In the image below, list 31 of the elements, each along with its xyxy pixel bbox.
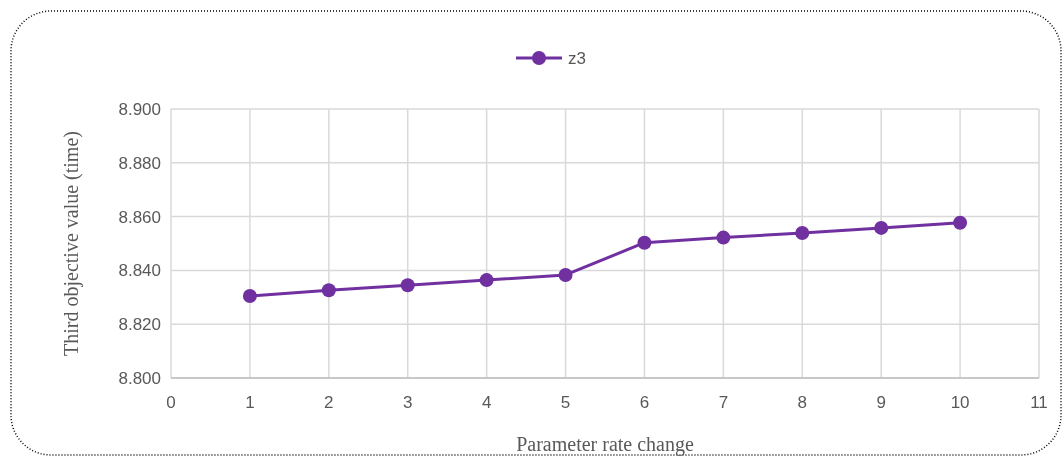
x-tick-label: 5 — [560, 393, 571, 412]
y-tick-label: 8.860 — [118, 207, 161, 227]
legend-label: z3 — [568, 48, 586, 68]
y-axis-title: Third objective value (time) — [60, 131, 83, 356]
x-tick-label: 11 — [1030, 393, 1048, 412]
y-tick-label: 8.840 — [118, 261, 161, 281]
x-tick-label: 10 — [950, 393, 970, 412]
point — [479, 273, 494, 288]
x-tick-label: 6 — [639, 393, 650, 412]
x-axis-title: Parameter rate change — [516, 433, 694, 456]
y-tick-label: 8.820 — [118, 315, 161, 335]
point — [400, 278, 415, 293]
x-tick-label: 8 — [797, 393, 808, 412]
point — [953, 215, 968, 230]
x-tick-label: 1 — [245, 393, 255, 412]
point — [637, 235, 652, 250]
x-tick-label: 2 — [324, 393, 334, 412]
x-tick-label: 4 — [481, 393, 492, 412]
point — [716, 230, 731, 245]
x-tick-label: 9 — [876, 393, 886, 412]
y-tick-label: 8.900 — [118, 99, 161, 119]
point — [321, 283, 336, 298]
x-tick-label: 3 — [402, 393, 413, 412]
x-tick-label: 0 — [166, 393, 176, 412]
point — [874, 220, 889, 235]
y-tick-label: 8.880 — [118, 153, 161, 173]
point — [242, 288, 257, 303]
y-tick-label: 8.800 — [118, 368, 161, 388]
point — [558, 267, 573, 282]
point — [795, 226, 810, 241]
x-tick-label: 7 — [718, 393, 729, 412]
